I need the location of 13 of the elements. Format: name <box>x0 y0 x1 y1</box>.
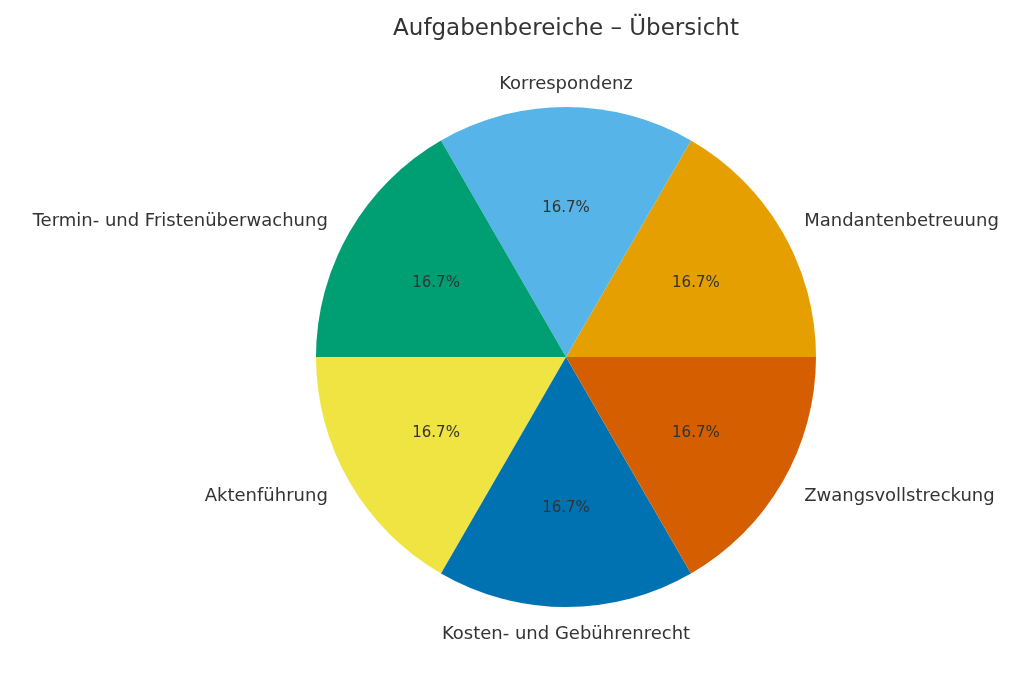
slice-label: Kosten- und Gebührenrecht <box>441 621 691 643</box>
slice-label: Termin- und Fristenüberwachung <box>31 209 328 230</box>
data-label: 16.7% <box>672 273 720 291</box>
data-label: 16.7% <box>412 273 460 291</box>
data-label: 16.7% <box>542 198 590 216</box>
slice-label: Aktenführung <box>204 484 328 505</box>
data-label: 16.7% <box>542 498 590 516</box>
data-label: 16.7% <box>412 423 460 441</box>
slice-label: Zwangsvollstreckung <box>804 484 995 505</box>
slice-label: Korrespondenz <box>499 71 633 93</box>
chart-title: Aufgabenbereiche – Übersicht <box>393 13 739 40</box>
data-label: 16.7% <box>672 423 720 441</box>
slice-label: Mandantenbetreuung <box>804 209 999 230</box>
